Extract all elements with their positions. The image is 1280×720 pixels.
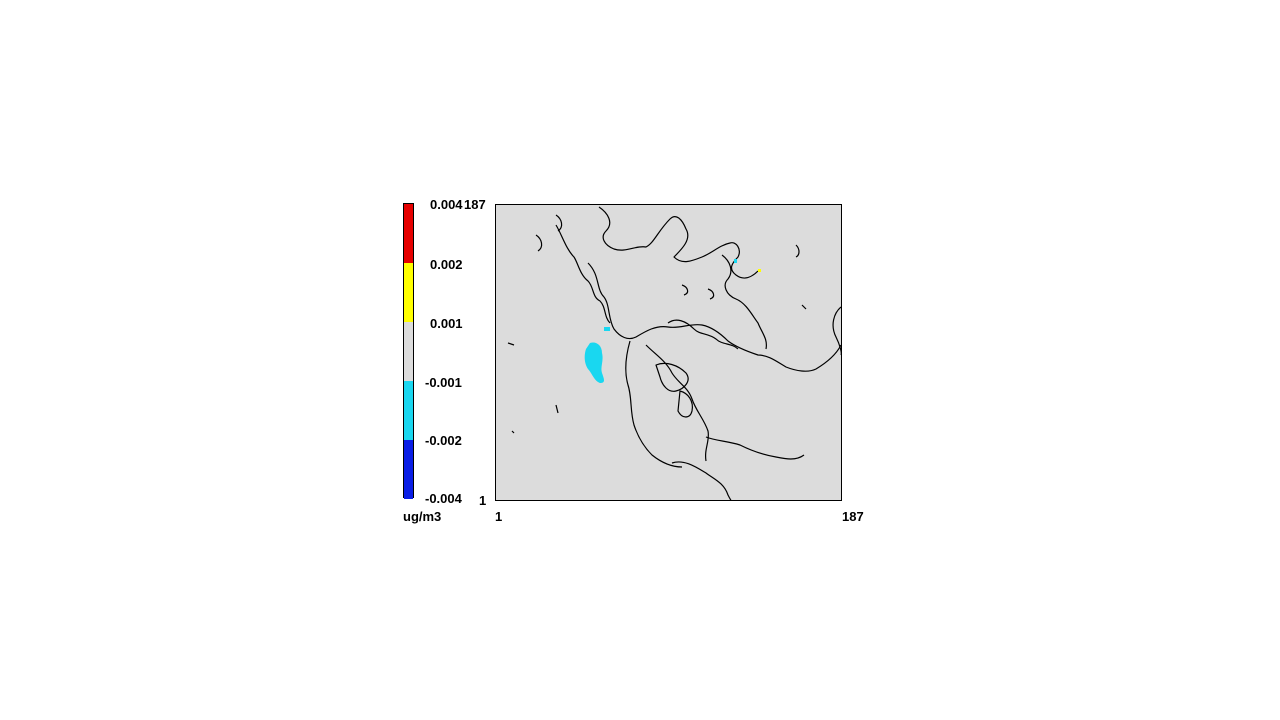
anomaly-yellow-small xyxy=(758,269,761,272)
x-axis-min-label: 1 xyxy=(495,509,503,524)
coastline-small-island-5 xyxy=(795,244,800,258)
colorbar-segment-yellow xyxy=(404,263,413,322)
coastline-asia-islands xyxy=(667,319,739,350)
coastline-small-island-7 xyxy=(555,404,559,414)
coastline-small-island-3 xyxy=(681,284,689,296)
coastline-inner-lake xyxy=(677,390,693,418)
colorbar-tick-neg-0.001: -0.001 xyxy=(425,375,462,390)
map-plot-area xyxy=(495,204,842,501)
coastline-scandinavia xyxy=(721,254,767,350)
coastline-small-island-9 xyxy=(801,304,807,310)
coastline-map xyxy=(507,206,841,500)
coastline-small-island-2 xyxy=(555,214,563,232)
colorbar-segment-gray xyxy=(404,322,413,381)
coastline-small-island-8 xyxy=(511,430,515,434)
colorbar-segment-red xyxy=(404,204,413,263)
coastline-west-peninsula xyxy=(625,340,683,468)
anomaly-cyan-small-1 xyxy=(604,327,610,331)
coastline-eurasia xyxy=(587,262,841,372)
y-axis-max-label: 187 xyxy=(464,197,486,212)
colorbar-segment-cyan xyxy=(404,381,413,440)
coastline-east xyxy=(832,306,841,355)
coastline-southeast-asia xyxy=(705,436,805,460)
coastline-indonesia xyxy=(671,461,732,500)
colorbar-tick-neg-0.004: -0.004 xyxy=(425,491,462,506)
colorbar-tick-0.004: 0.004 xyxy=(430,197,463,212)
coastline-north-coast xyxy=(555,224,611,324)
coastline-small-island-6 xyxy=(507,342,515,346)
anomaly-cyan-small-2 xyxy=(734,259,737,263)
anomaly-cyan-region xyxy=(584,342,604,383)
coastline-india-region xyxy=(645,344,710,462)
colorbar-tick-neg-0.002: -0.002 xyxy=(425,433,462,448)
colorbar-unit-label: ug/m3 xyxy=(403,509,442,524)
coastline-small-island-1 xyxy=(535,234,543,252)
coastline-small-island-4 xyxy=(707,288,715,300)
colorbar-segment-blue xyxy=(404,440,413,499)
x-axis-max-label: 187 xyxy=(842,509,864,524)
colorbar xyxy=(403,203,414,499)
y-axis-min-label: 1 xyxy=(479,493,487,508)
colorbar-tick-0.002: 0.002 xyxy=(430,257,463,272)
colorbar-tick-0.001: 0.001 xyxy=(430,316,463,331)
coastline-inner-sea xyxy=(655,362,689,392)
coastline-arctic-landmass xyxy=(598,206,759,279)
